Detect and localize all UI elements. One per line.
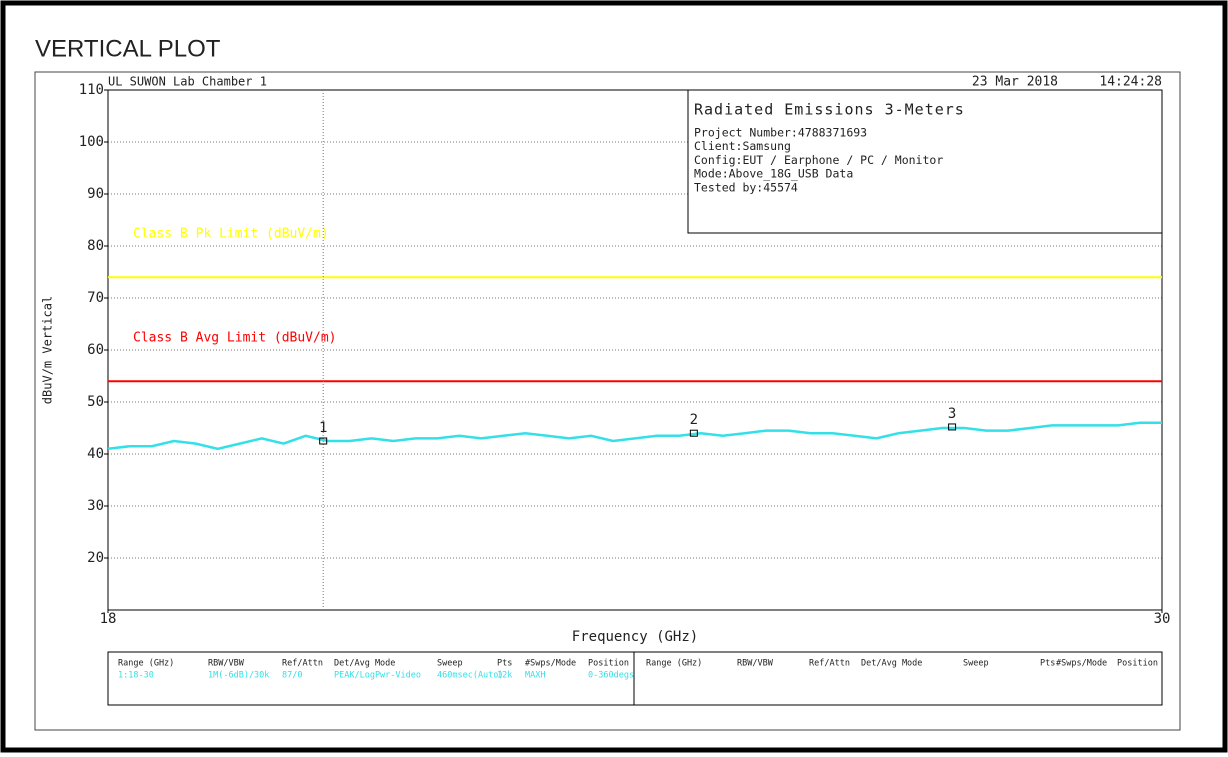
settings-table — [107, 651, 1163, 706]
x-axis-label: Frequency (GHz) — [572, 629, 698, 645]
y-tick-label: 70 — [87, 290, 104, 306]
y-tick-label: 50 — [87, 394, 104, 410]
y-tick-label: 30 — [87, 498, 104, 514]
table-header: Position — [588, 659, 629, 669]
limit-label: Class B Avg Limit (dBuV/m) — [133, 331, 337, 346]
date-label: 23 Mar 2018 — [972, 75, 1058, 90]
x-tick-label: 30 — [1154, 611, 1171, 627]
marker — [319, 437, 328, 445]
plot-frame — [34, 71, 1181, 731]
marker — [948, 423, 957, 431]
table-header: Ref/Attn — [809, 659, 850, 669]
table-cell: 12k — [497, 671, 512, 681]
marker — [689, 429, 698, 437]
y-tick-label: 20 — [87, 550, 104, 566]
info-line: Tested by:45574 — [694, 180, 798, 194]
y-tick-label: 100 — [79, 134, 104, 150]
info-line: Client:Samsung — [694, 139, 791, 153]
info-line: Project Number:4788371693 — [694, 126, 867, 140]
table-cell: 460msec(Auto) — [437, 671, 504, 681]
table-header: Ref/Attn — [282, 659, 323, 669]
table-header: Range (GHz) — [646, 659, 702, 669]
table-header: Det/Avg Mode — [334, 659, 395, 669]
table-header: Det/Avg Mode — [861, 659, 922, 669]
y-tick-label: 80 — [87, 238, 104, 254]
marker-label: 1 — [319, 420, 327, 436]
table-cell: 1:18-30 — [118, 671, 154, 681]
time-label: 14:24:28 — [1099, 75, 1162, 90]
table-header: RBW/VBW — [208, 659, 245, 669]
limit-label: Class B Pk Limit (dBuV/m) — [133, 227, 329, 242]
table-header: #Swps/Mode — [1056, 659, 1107, 669]
marker-label: 3 — [948, 406, 956, 422]
info-line: Config:EUT / Earphone / PC / Monitor — [694, 153, 943, 167]
table-header: Pts — [1040, 659, 1055, 669]
x-tick-label: 18 — [100, 611, 117, 627]
info-title: Radiated Emissions 3-Meters — [694, 101, 965, 119]
table-header: Sweep — [437, 659, 463, 669]
y-tick-label: 60 — [87, 342, 104, 358]
y-tick-label: 110 — [79, 82, 104, 98]
table-header: #Swps/Mode — [525, 659, 576, 669]
table-cell: MAXH — [525, 671, 545, 681]
plot-area — [107, 89, 1163, 611]
table-header: Pts — [497, 659, 512, 669]
marker-label: 2 — [690, 412, 698, 428]
y-axis-label: dBuV/m Vertical — [41, 296, 55, 404]
table-cell: 87/0 — [282, 671, 302, 681]
table-header: RBW/VBW — [737, 659, 774, 669]
table-header: Position — [1117, 659, 1158, 669]
trace — [107, 421, 1162, 451]
table-cell: 0-360degs — [588, 671, 634, 681]
table-header: Sweep — [963, 659, 989, 669]
y-tick-label: 90 — [87, 186, 104, 202]
table-cell: 1M(-6dB)/30k — [208, 671, 269, 681]
table-header: Range (GHz) — [118, 659, 174, 669]
chart-title: VERTICAL PLOT — [35, 35, 221, 62]
site-label: UL SUWON Lab Chamber 1 — [108, 75, 267, 89]
y-tick-label: 40 — [87, 446, 104, 462]
table-cell: PEAK/LogPwr-Video — [334, 671, 421, 681]
info-box — [687, 89, 1163, 234]
info-line: Mode:Above_18G_USB Data — [694, 167, 853, 181]
